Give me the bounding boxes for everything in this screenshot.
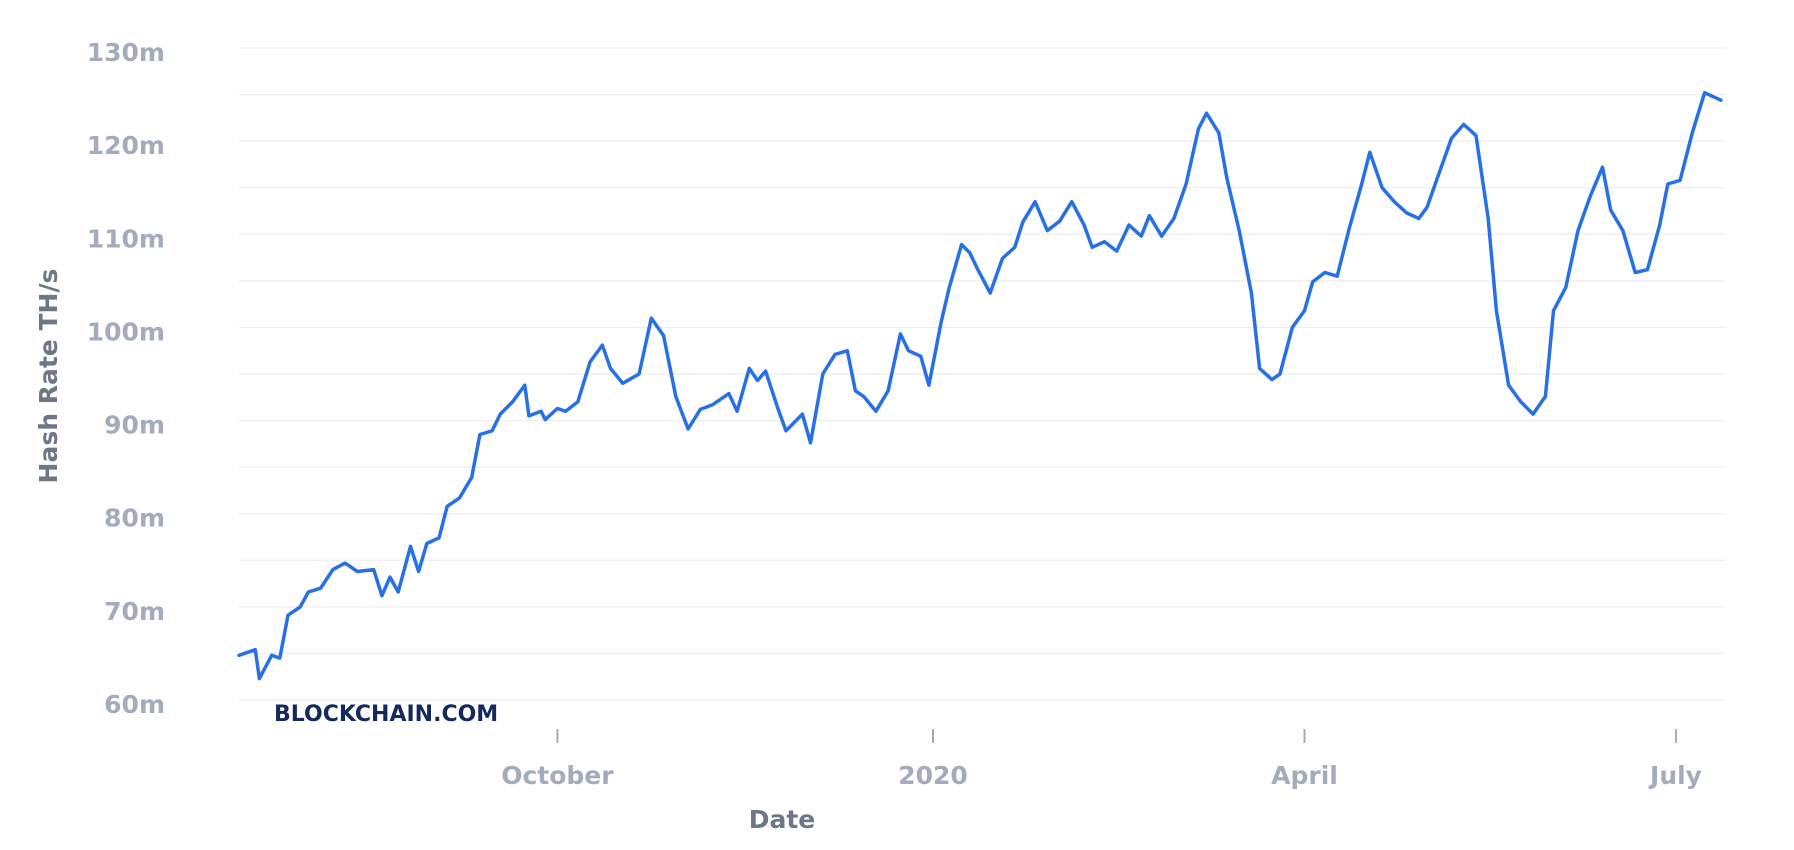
y-tick-label: 60m xyxy=(104,690,165,719)
x-tick-label: October xyxy=(501,761,614,790)
x-tick-label: 2020 xyxy=(898,761,968,790)
y-tick-label: 100m xyxy=(87,317,165,346)
x-axis-title: Date xyxy=(749,805,816,834)
y-tick-label: 70m xyxy=(104,597,165,626)
y-tick-label: 120m xyxy=(87,131,165,160)
x-tick-label: April xyxy=(1271,761,1338,790)
y-tick-label: 130m xyxy=(87,38,165,67)
x-tick-label: July xyxy=(1648,761,1702,790)
data-line xyxy=(237,90,1723,681)
y-tick-label: 80m xyxy=(104,504,165,533)
y-tick-label: 90m xyxy=(104,411,165,440)
y-axis-title: Hash Rate TH/s xyxy=(34,269,63,484)
watermark: BLOCKCHAIN.COM xyxy=(274,702,498,727)
y-tick-label: 110m xyxy=(87,224,165,253)
